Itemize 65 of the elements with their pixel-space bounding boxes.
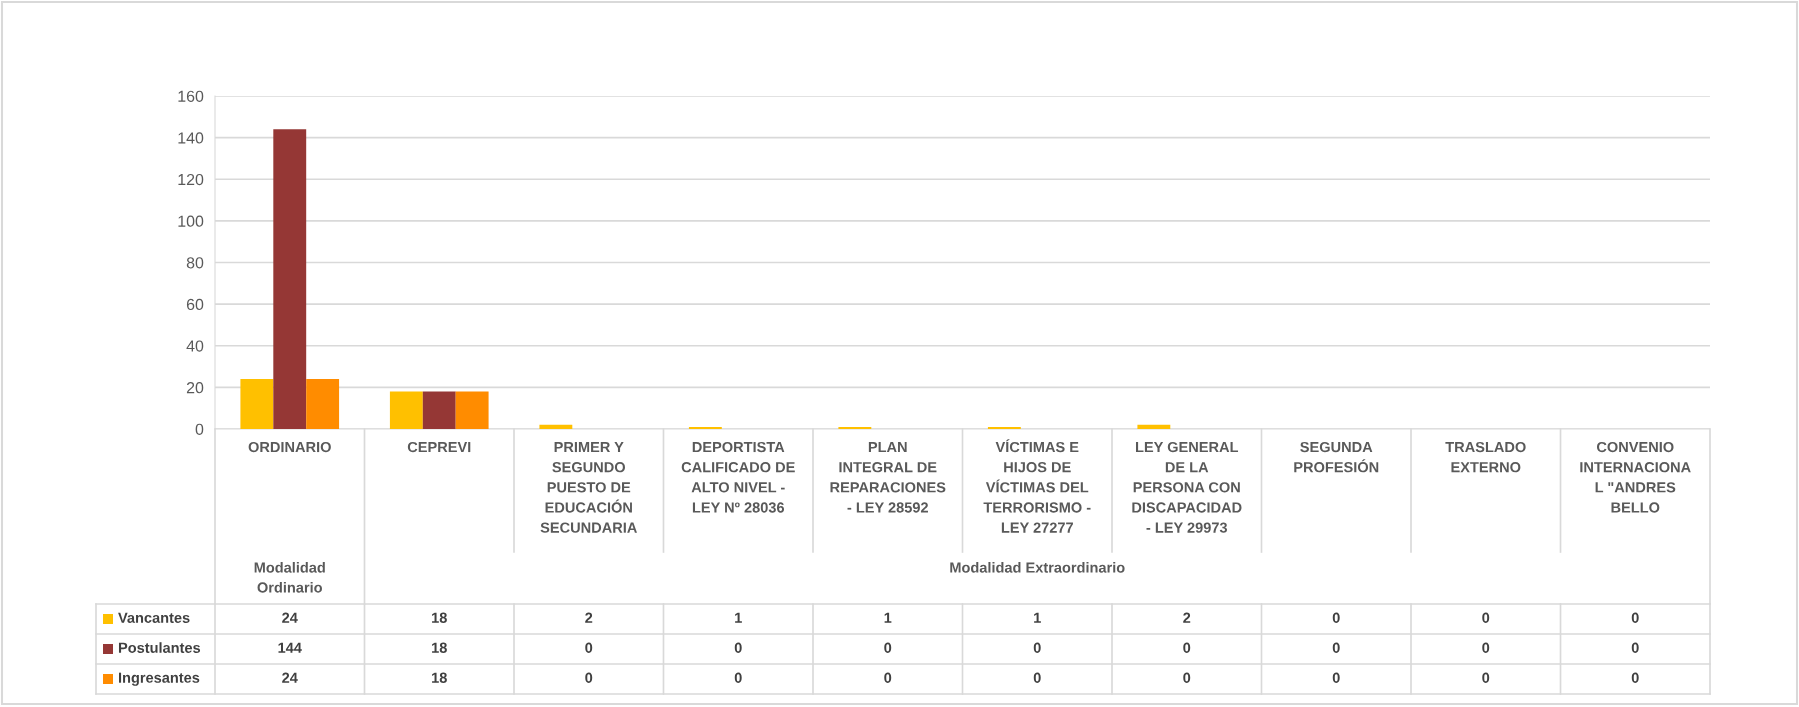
- text: Modalidad Extraordinario: [950, 562, 1125, 573]
- data-label: 18: [432, 642, 447, 653]
- data-label: 0: [1033, 672, 1041, 683]
- data-label: 0: [585, 672, 593, 683]
- data-label: 0: [1631, 672, 1639, 683]
- data-label: 0: [1183, 672, 1191, 683]
- bar: [273, 129, 307, 429]
- bar: [240, 379, 274, 429]
- x-tick-label: PRIMER Y SEGUNDO PUESTO DE EDUCACIÓN SECUNDARIA: [540, 442, 637, 533]
- y-tick-label: 140: [178, 132, 204, 144]
- data-label: 0: [1631, 642, 1639, 653]
- legend-label: Postulantes: [118, 642, 201, 653]
- y-tick-label: 60: [186, 298, 204, 311]
- bar: [838, 426, 872, 429]
- x-tick-label: VÍCTIMAS E HIJOS DE VÍCTIMAS DEL TERRORISMO - LEY 27277: [983, 439, 1091, 533]
- x-tick-label: LEY GENERAL DE LA PERSONA CON DISCAPACIDAD - LEY 29973: [1132, 441, 1242, 533]
- y-tick-label: 80: [186, 257, 204, 269]
- data-label: 1: [735, 612, 742, 623]
- bar: [455, 391, 489, 429]
- y-tick-label: 40: [186, 340, 204, 352]
- x-tick-label: DEPORTISTA CALIFICADO DE ALTO NIVEL - LEY Nº 28036: [681, 441, 795, 513]
- data-label: 0: [1482, 612, 1490, 623]
- data-label: 0: [1332, 612, 1340, 623]
- y-tick-label: 20: [186, 382, 204, 394]
- data-label: 0: [585, 642, 593, 653]
- x-tick-label: CONVENIO INTERNACIONA L "ANDRES BELLO: [1580, 441, 1691, 513]
- data-label: 0: [884, 672, 892, 683]
- data-label: 1: [1034, 612, 1041, 623]
- data-label: 24: [282, 612, 298, 623]
- data-label: 0: [1332, 672, 1340, 683]
- x-tick-label: SEGUNDA PROFESIÓN: [1294, 441, 1379, 473]
- data-label: 0: [1482, 642, 1490, 653]
- text: Modalidad Ordinario: [254, 562, 325, 593]
- data-label: 1: [884, 612, 892, 623]
- bar: [688, 426, 722, 429]
- y-tick-label: 0: [195, 423, 204, 435]
- y-tick-label: 120: [178, 173, 204, 186]
- data-label: 2: [585, 612, 593, 623]
- data-label: 0: [734, 642, 742, 653]
- data-label: 0: [734, 672, 742, 683]
- data-label: 0: [1482, 672, 1490, 683]
- data-label: 0: [1183, 642, 1191, 653]
- data-label: 0: [1332, 642, 1340, 653]
- x-tick-label: PLAN INTEGRAL DE REPARACIONES - LEY 28592: [830, 442, 946, 513]
- data-label: 0: [884, 642, 892, 653]
- bar: [539, 424, 573, 429]
- bar: [389, 391, 423, 429]
- y-tick-label: 100: [178, 215, 204, 227]
- bar: [306, 379, 340, 429]
- data-label: 2: [1183, 612, 1191, 623]
- legend-label: Vancantes: [118, 612, 190, 623]
- data-label: 18: [432, 672, 447, 683]
- x-tick-label: TRASLADO EXTERNO: [1445, 441, 1526, 473]
- bar: [987, 426, 1021, 429]
- x-tick-label: ORDINARIO: [248, 441, 331, 453]
- y-tick-label: 160: [178, 90, 204, 102]
- data-label: 0: [1033, 642, 1041, 653]
- legend-label: Ingresantes: [118, 672, 200, 686]
- data-label: 144: [278, 642, 302, 653]
- x-tick-label: CEPREVI: [407, 441, 471, 453]
- data-label: 18: [432, 612, 447, 623]
- data-label: 24: [282, 672, 298, 683]
- data-label: 0: [1631, 612, 1639, 623]
- bar: [422, 391, 456, 429]
- bar: [1137, 424, 1171, 429]
